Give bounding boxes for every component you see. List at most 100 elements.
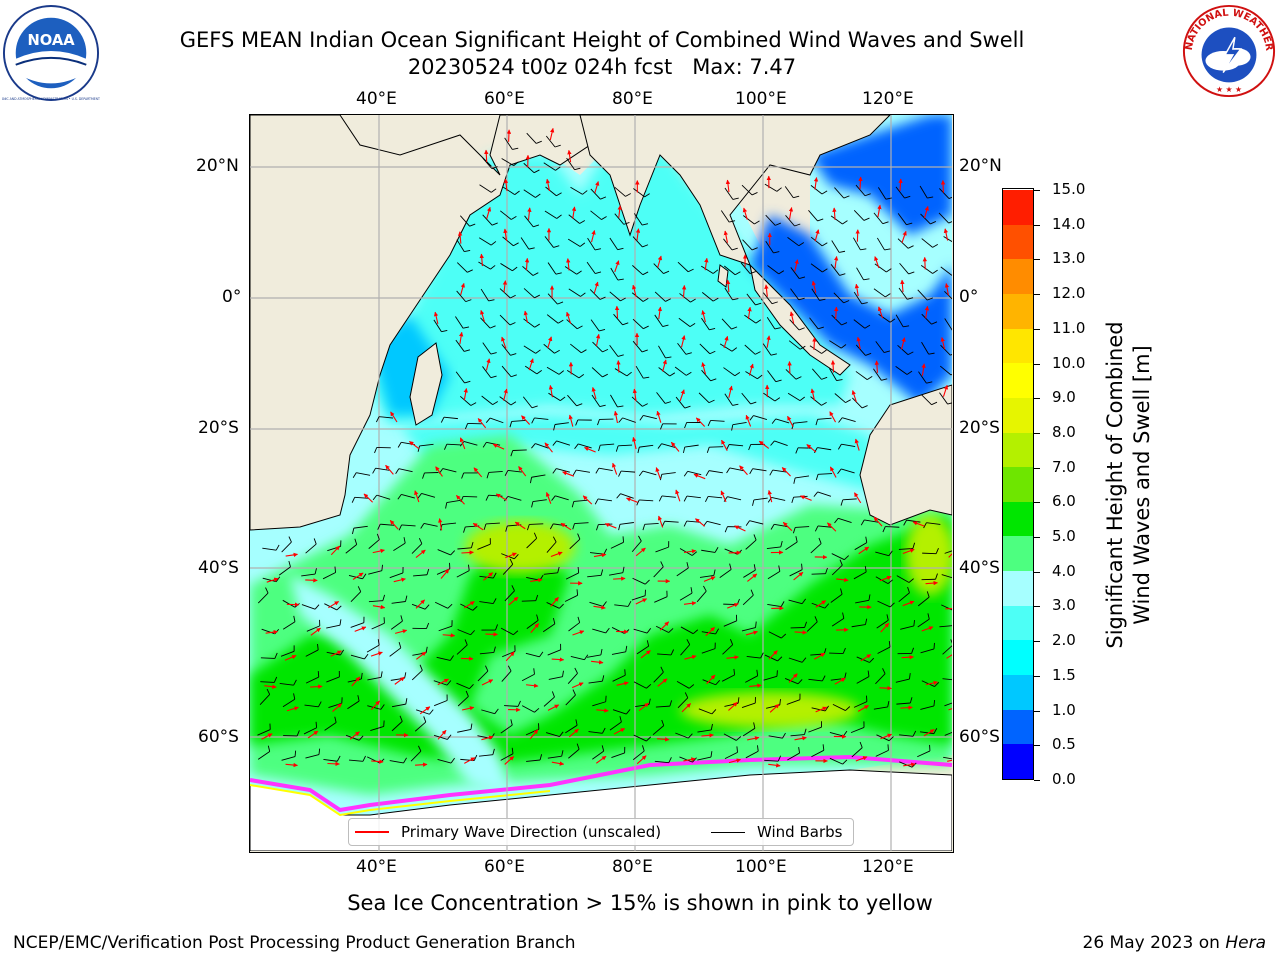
lon-tick-bottom-80e: 80°E xyxy=(612,857,653,877)
wave-arrow xyxy=(877,306,884,319)
wind-barb xyxy=(572,469,591,476)
wind-barb xyxy=(436,655,454,661)
wind-barb xyxy=(545,731,564,738)
wave-arrow xyxy=(794,736,807,741)
wind-barb xyxy=(592,627,610,634)
wind-barb xyxy=(876,237,891,251)
wind-barb xyxy=(610,267,624,281)
wave-arrow xyxy=(462,706,475,711)
wind-barb xyxy=(260,652,278,659)
wave-arrow xyxy=(415,599,425,609)
wind-barb xyxy=(635,365,650,379)
wind-barb xyxy=(523,318,540,328)
wave-arrow xyxy=(703,576,716,582)
wave-arrow xyxy=(459,437,466,450)
colorbar-segment xyxy=(1003,258,1033,294)
wind-barb xyxy=(682,444,699,454)
colorbar-segment xyxy=(1003,328,1033,364)
wind-barb xyxy=(543,343,560,354)
wind-barb xyxy=(811,567,828,575)
wind-barb xyxy=(609,716,622,731)
wind-barb xyxy=(350,586,362,603)
wave-arrow xyxy=(613,576,626,581)
wave-arrow xyxy=(749,683,762,688)
wind-barb xyxy=(875,744,889,757)
wind-barb xyxy=(806,616,818,632)
wind-barb xyxy=(544,210,562,219)
colorbar-tick-label: 15.0 xyxy=(1052,180,1086,198)
wind-barb xyxy=(680,639,691,656)
wave-arrow xyxy=(551,657,565,662)
wind-barb xyxy=(526,523,544,531)
wind-barb xyxy=(701,642,716,654)
wave-arrow xyxy=(836,577,849,583)
wind-barb xyxy=(477,665,489,682)
wind-barb xyxy=(501,365,517,378)
wave-arrow xyxy=(477,418,487,429)
wave-arrow xyxy=(767,489,773,503)
wind-barb xyxy=(654,757,672,764)
wind-barb xyxy=(592,695,607,707)
wind-barb xyxy=(722,638,734,655)
wind-barb xyxy=(433,694,448,707)
wind-barb xyxy=(652,719,665,736)
wave-arrow xyxy=(681,703,691,713)
colorbar-tick-label: 9.0 xyxy=(1052,388,1076,407)
wind-barb xyxy=(613,313,629,326)
wind-barb xyxy=(939,625,952,628)
wind-barb xyxy=(547,293,564,305)
wind-barb xyxy=(456,239,471,253)
wind-barb xyxy=(741,392,757,405)
colorbar-tick-mark xyxy=(1034,675,1040,677)
wind-barb xyxy=(531,443,549,449)
wave-arrow xyxy=(806,444,817,453)
wave-arrow xyxy=(550,597,559,607)
wind-barb xyxy=(521,594,539,602)
wave-arrow xyxy=(370,651,383,657)
colorbar-tick-label: 1.5 xyxy=(1052,665,1076,684)
wave-arrow xyxy=(880,622,890,633)
wind-barb xyxy=(595,467,613,474)
colorbar-segment xyxy=(1003,397,1033,433)
wind-barb xyxy=(831,559,843,576)
wind-barb xyxy=(370,720,385,731)
wind-barb xyxy=(873,288,891,298)
wind-barb xyxy=(618,522,634,531)
wind-barb xyxy=(521,668,535,682)
wind-barb xyxy=(811,368,828,380)
wave-arrow xyxy=(832,207,837,220)
wave-arrow xyxy=(635,547,646,557)
colorbar-tick-mark xyxy=(1034,328,1040,330)
wind-barb xyxy=(305,748,321,759)
wind-barb xyxy=(510,449,527,457)
wind-barb xyxy=(921,238,939,248)
wave-direction-arrows xyxy=(261,127,952,768)
wind-barb xyxy=(855,371,873,381)
wind-barb xyxy=(853,565,867,580)
lat-tick-right-20n: 20°N xyxy=(959,156,1002,176)
wave-arrow xyxy=(787,415,794,428)
wind-barb xyxy=(614,600,632,607)
wind-barb xyxy=(749,415,768,421)
lat-tick-left-20n: 20°N xyxy=(196,156,239,176)
wind-barb xyxy=(810,537,822,554)
wave-arrow xyxy=(595,755,607,764)
wind-barb xyxy=(323,755,341,762)
wind-barb xyxy=(702,679,721,686)
lon-tick-top-100e: 100°E xyxy=(735,89,787,109)
wave-arrow xyxy=(854,283,860,297)
wind-barb xyxy=(721,668,736,682)
wind-barb xyxy=(567,238,586,247)
wind-barb xyxy=(478,261,496,270)
wave-arrow xyxy=(394,676,405,685)
wave-arrow xyxy=(266,577,279,583)
wind-barb xyxy=(762,343,777,356)
colorbar-tick-mark xyxy=(1034,780,1040,781)
wind-barb xyxy=(281,536,292,553)
wave-arrow xyxy=(880,733,892,740)
wind-barb xyxy=(565,566,580,580)
wind-barb xyxy=(552,440,571,446)
wind-barb xyxy=(810,396,827,406)
wind-barb xyxy=(567,667,578,684)
wave-arrow xyxy=(567,149,572,163)
